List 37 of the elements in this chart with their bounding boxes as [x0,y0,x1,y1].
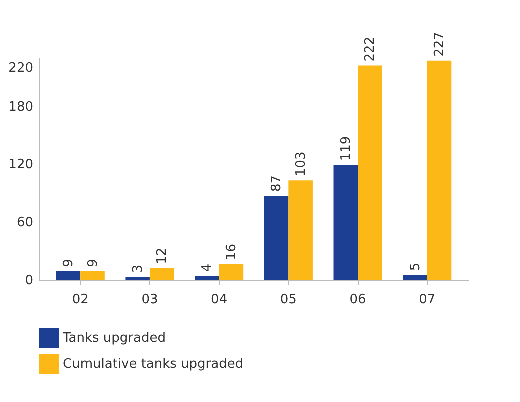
bar [126,277,150,280]
y-tick-label: 180 [8,100,34,115]
data-label: 5 [408,262,424,272]
data-label: 12 [155,248,170,264]
y-tick-label: 220 [8,61,34,76]
data-label: 222 [363,36,378,62]
x-tick-label: 02 [72,292,89,308]
y-tick-label: 120 [8,158,34,173]
x-tick-label: 07 [419,292,436,308]
bar [56,271,81,280]
x-tick-label: 06 [350,292,366,308]
data-label: 87 [270,175,285,192]
legend-label: Cumulative tanks upgraded [63,357,244,372]
data-label: 119 [338,136,354,162]
bar [288,180,313,280]
data-label: 16 [224,244,240,261]
data-label: 4 [200,264,216,272]
legend-label: Tanks upgraded [62,331,166,346]
bar [150,268,174,280]
data-label: 9 [86,259,101,268]
data-label: 103 [294,152,309,177]
bar [403,275,428,280]
bar [80,271,105,280]
bar [264,196,289,280]
bar [358,66,382,280]
x-tick-label: 05 [280,292,297,308]
y-tick-label: 60 [16,216,34,231]
bar [219,264,244,280]
bar [427,60,452,280]
x-tick-label: 04 [211,292,228,308]
bar [195,276,220,280]
data-label: 9 [61,259,76,268]
x-tick-label: 03 [142,292,158,308]
y-tick-label: 0 [25,274,34,288]
data-label: 227 [432,32,448,57]
data-label: 3 [130,264,146,274]
bar [334,165,358,280]
